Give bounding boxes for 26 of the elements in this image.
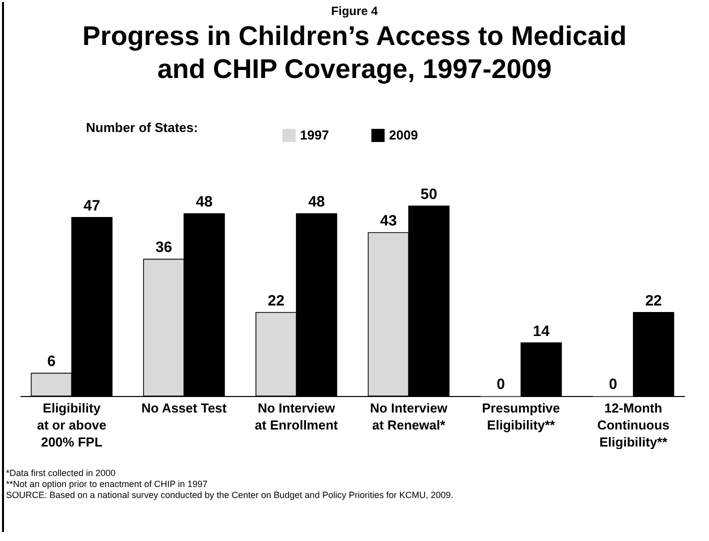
legend-label: 1997	[300, 127, 329, 142]
data-label: 6	[47, 353, 56, 370]
x-tick-label: No Asset Test	[141, 400, 228, 416]
x-tick-label: 12-Month Continuous Eligibility**	[597, 400, 670, 450]
data-label: 50	[420, 186, 438, 203]
data-label: 36	[155, 239, 172, 256]
chart-title: Progress in Children’s Access to Medicaid and CHIP Coverage, 1997-2009	[81, 20, 628, 86]
text: Number of States:	[86, 120, 198, 135]
data-label: 0	[496, 376, 505, 393]
data-label: 48	[196, 194, 213, 211]
text: *Data first collected in 2000	[6, 468, 116, 478]
data-label: 48	[308, 194, 325, 211]
x-tick-label: No Interview at Enrollment	[254, 400, 339, 432]
caption: Figure 4	[330, 4, 379, 18]
data-label: 22	[268, 292, 284, 310]
data-label: 14	[532, 322, 550, 340]
x-tick-label: Presumptive Eligibility**	[482, 400, 560, 432]
legend-label: 2009	[389, 127, 418, 142]
x-tick-label: Eligibility at or above 200% FPL	[36, 400, 106, 450]
data-label: 0	[608, 376, 618, 393]
x-tick-label: No Interview at Renewal*	[370, 400, 448, 432]
data-label: 43	[380, 212, 397, 230]
data-label: 47	[84, 197, 100, 214]
text: **Not an option prior to enactment of CHIP in 1997	[6, 479, 208, 489]
source-note: SOURCE: Based on a national survey conducted by the Center on Budget and Policy Priorities for KCMU, 2009.	[6, 490, 454, 500]
data-label: 22	[645, 292, 662, 310]
